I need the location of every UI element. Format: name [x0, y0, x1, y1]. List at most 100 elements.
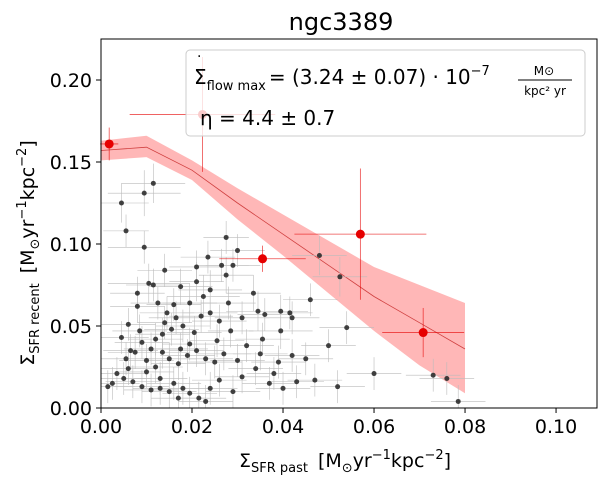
binned-point	[258, 254, 268, 264]
ylabel-subscript: SFR recent	[28, 283, 43, 353]
data-point	[303, 356, 309, 362]
x-tick-label: 0.06	[353, 416, 395, 438]
y-axis-label: ΣSFR recent [M⊙yr−1kpc−2]	[15, 140, 43, 366]
data-point	[337, 274, 343, 280]
data-point	[326, 343, 332, 349]
data-point	[430, 372, 436, 378]
data-point	[139, 339, 145, 345]
y-ticks: 0.00 0.05 0.10 0.15 0.20	[50, 70, 101, 420]
data-point	[344, 325, 350, 331]
data-point	[132, 349, 138, 355]
data-point	[157, 385, 163, 391]
model-band	[101, 135, 465, 394]
x-tick-label: 0.02	[171, 416, 213, 438]
data-point	[198, 313, 204, 319]
data-point	[200, 293, 206, 299]
data-point	[150, 180, 156, 186]
data-point	[194, 264, 200, 270]
data-point	[207, 287, 213, 293]
data-point	[118, 334, 124, 340]
xlabel-subscript: SFR past	[251, 461, 308, 476]
flow-value: = (3.24 ± 0.07) · 10	[269, 65, 471, 89]
data-point	[444, 375, 450, 381]
data-point	[162, 320, 168, 326]
data-point	[287, 310, 293, 316]
x-tick-label: 0.08	[444, 416, 486, 438]
data-point	[125, 321, 131, 327]
eta-label: η = 4.4 ± 0.7	[200, 106, 335, 130]
data-point	[144, 369, 150, 375]
data-point	[230, 262, 236, 268]
data-point	[164, 310, 170, 316]
data-point	[255, 308, 261, 314]
data-point	[148, 387, 154, 393]
data-point	[216, 377, 222, 383]
data-point	[307, 297, 313, 303]
data-point	[289, 315, 295, 321]
y-tick-label: 0.00	[50, 398, 92, 420]
data-point	[146, 280, 152, 286]
data-point	[118, 200, 124, 206]
legend-frame	[185, 49, 586, 137]
data-point	[137, 328, 143, 334]
points-layer	[105, 180, 461, 404]
data-point	[216, 318, 222, 324]
data-point	[171, 302, 177, 308]
data-point	[250, 290, 256, 296]
data-point	[312, 377, 318, 383]
frac-numerator: M⊙	[534, 64, 554, 78]
x-axis-label: ΣSFR past [M⊙yr−1kpc−2]	[239, 448, 451, 476]
data-point	[187, 390, 193, 396]
data-point	[178, 284, 184, 290]
data-point	[223, 234, 229, 240]
data-point	[207, 310, 213, 316]
data-point	[205, 254, 211, 260]
data-point	[178, 346, 184, 352]
data-point	[203, 356, 209, 362]
x-tick-label: 0.00	[80, 416, 122, 438]
data-point	[455, 398, 461, 404]
data-point	[150, 282, 156, 288]
model-band-layer	[100, 135, 466, 394]
data-point	[289, 353, 295, 359]
xlabel-sigma: Σ	[239, 450, 251, 472]
data-point	[278, 328, 284, 334]
data-point	[262, 312, 268, 318]
data-point	[166, 356, 172, 362]
data-point	[244, 343, 250, 349]
title: ngc3389	[289, 8, 394, 36]
xlabel-kpc: kpc	[391, 450, 425, 472]
ylabel-unit-sub: ⊙	[28, 239, 43, 250]
data-point	[173, 315, 179, 321]
data-point	[194, 348, 200, 354]
data-point	[212, 359, 218, 365]
data-point	[169, 326, 175, 332]
data-point	[239, 374, 245, 380]
data-point	[128, 348, 134, 354]
data-point	[184, 353, 190, 359]
data-point	[105, 384, 111, 390]
data-point	[171, 380, 177, 386]
data-point	[235, 248, 241, 254]
data-point	[191, 330, 197, 336]
ylabel-close: ]	[17, 140, 39, 147]
data-point	[371, 371, 377, 377]
data-point	[155, 300, 161, 306]
data-point	[114, 371, 120, 377]
data-point	[166, 389, 172, 395]
ylabel-exp2: −2	[15, 148, 30, 167]
data-point	[294, 379, 300, 385]
data-point	[180, 385, 186, 391]
data-point	[228, 328, 234, 334]
data-point	[130, 379, 136, 385]
data-point	[260, 336, 266, 342]
data-point	[141, 244, 147, 250]
model-line	[100, 146, 466, 350]
data-point	[148, 346, 154, 352]
data-point	[219, 262, 225, 268]
data-point	[214, 338, 220, 344]
ylabel-kpc: kpc	[17, 167, 39, 201]
data-point	[275, 359, 281, 365]
data-point	[223, 272, 229, 278]
annotation-box: Σflow max = (3.24 ± 0.07) · 10−7 · M⊙ kpc…	[185, 49, 586, 137]
